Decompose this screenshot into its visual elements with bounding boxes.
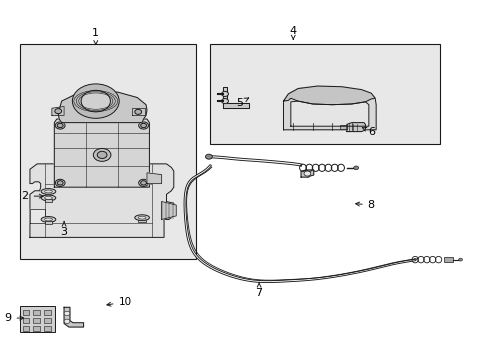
Text: 5: 5 — [236, 98, 248, 108]
Bar — [210, 44, 439, 144]
Circle shape — [135, 109, 142, 114]
Bar — [33, 318, 40, 323]
Ellipse shape — [41, 189, 56, 194]
Bar — [20, 306, 55, 332]
Bar — [20, 44, 195, 259]
Bar — [44, 221, 52, 224]
Ellipse shape — [138, 216, 146, 219]
Circle shape — [57, 123, 63, 128]
Ellipse shape — [41, 217, 56, 222]
Circle shape — [141, 181, 146, 185]
Polygon shape — [301, 170, 313, 177]
Polygon shape — [30, 209, 44, 223]
Polygon shape — [64, 307, 83, 327]
Circle shape — [55, 179, 65, 186]
Polygon shape — [283, 86, 374, 105]
Bar — [33, 325, 40, 330]
Polygon shape — [132, 108, 144, 116]
Polygon shape — [222, 87, 249, 108]
Polygon shape — [54, 119, 149, 187]
Circle shape — [205, 154, 212, 159]
Circle shape — [93, 148, 111, 161]
Text: 9: 9 — [4, 313, 23, 323]
Circle shape — [221, 99, 228, 104]
Polygon shape — [290, 101, 368, 126]
Bar — [22, 325, 29, 330]
Circle shape — [57, 181, 63, 185]
Ellipse shape — [135, 215, 149, 221]
Text: 4: 4 — [289, 26, 296, 39]
Polygon shape — [346, 123, 365, 132]
Text: 6: 6 — [362, 127, 374, 136]
Polygon shape — [58, 91, 147, 123]
Polygon shape — [283, 87, 375, 130]
Ellipse shape — [44, 190, 52, 193]
Bar — [44, 318, 51, 323]
Text: 1: 1 — [92, 28, 99, 44]
Polygon shape — [147, 173, 161, 184]
Bar — [33, 310, 40, 315]
Bar — [44, 325, 51, 330]
Ellipse shape — [44, 218, 52, 221]
Circle shape — [64, 311, 70, 316]
Circle shape — [458, 258, 462, 261]
Text: 10: 10 — [107, 297, 131, 307]
Circle shape — [139, 179, 148, 186]
Ellipse shape — [41, 195, 56, 201]
Bar — [44, 310, 51, 315]
Circle shape — [97, 151, 107, 158]
Bar — [22, 318, 29, 323]
Polygon shape — [52, 107, 64, 116]
Bar — [444, 257, 452, 262]
Polygon shape — [161, 202, 176, 220]
Text: 7: 7 — [255, 282, 262, 298]
Circle shape — [81, 90, 110, 112]
Text: 8: 8 — [355, 200, 374, 210]
Circle shape — [141, 123, 146, 128]
Bar — [138, 220, 146, 222]
Circle shape — [221, 91, 228, 96]
Bar — [44, 199, 52, 202]
Polygon shape — [30, 164, 173, 237]
Circle shape — [72, 84, 119, 118]
Circle shape — [139, 122, 148, 129]
Ellipse shape — [44, 197, 52, 199]
Text: 3: 3 — [61, 221, 67, 237]
Circle shape — [353, 166, 358, 170]
Circle shape — [55, 109, 61, 114]
Bar — [339, 126, 346, 129]
Text: 2: 2 — [21, 191, 43, 201]
Circle shape — [64, 319, 70, 323]
Bar — [22, 310, 29, 315]
Circle shape — [55, 122, 65, 129]
Circle shape — [304, 171, 310, 176]
